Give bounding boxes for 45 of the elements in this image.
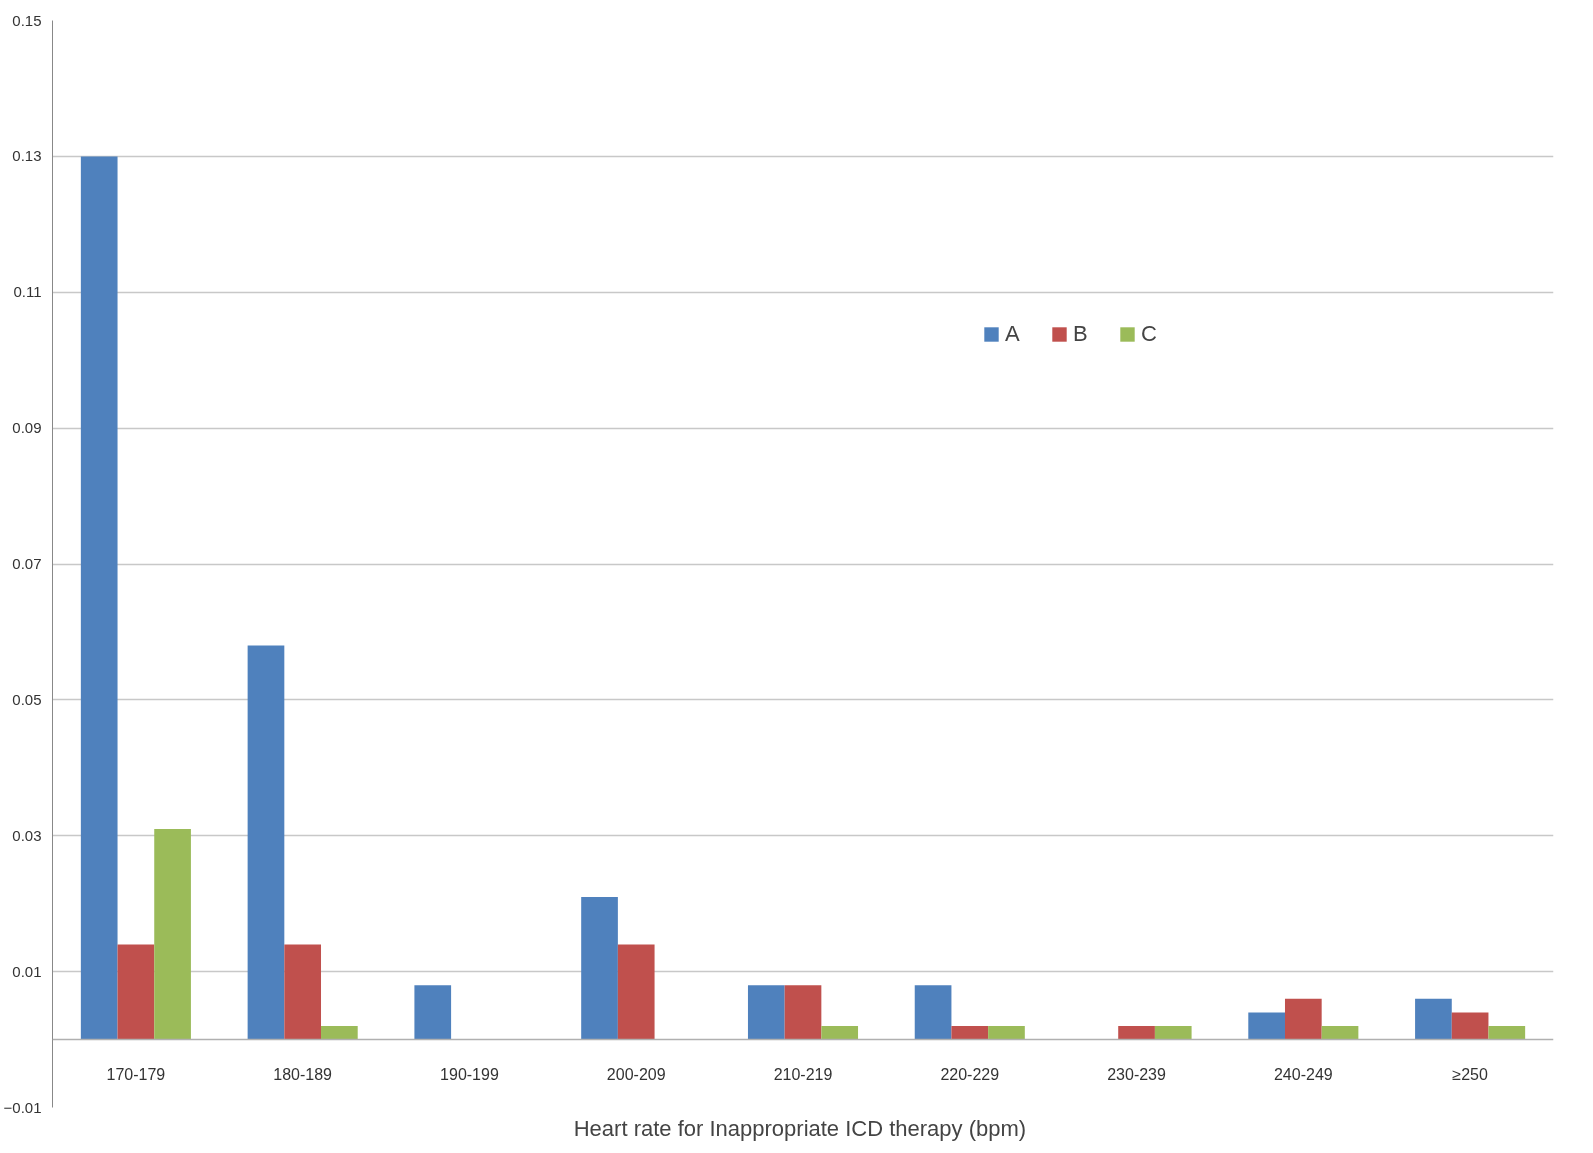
legend-label: B	[1073, 321, 1089, 347]
x-axis-title: Heart rate for Inappropriate ICD therapy (bpm)	[573, 1115, 1027, 1141]
bar	[1488, 1025, 1526, 1040]
y-tick-label: 0.07	[12, 555, 42, 572]
x-tick-label: ≥250	[1452, 1065, 1488, 1083]
y-tick-label: 0.11	[13, 283, 42, 301]
y-tick-label: 0.03	[12, 826, 42, 844]
bar	[747, 985, 785, 1040]
bar	[617, 944, 655, 1040]
bar	[1248, 1012, 1285, 1040]
bar	[1415, 998, 1452, 1040]
x-tick-label: 210-219	[773, 1065, 833, 1083]
legend-label: C	[1141, 321, 1158, 347]
y-tick-label: 0.09	[12, 419, 42, 437]
x-tick-label: 180-189	[273, 1065, 333, 1083]
y-tick-label: 0.01	[12, 962, 42, 980]
bar	[1154, 1025, 1192, 1040]
y-tick-label: 0.05	[12, 690, 42, 708]
y-tick-label: 0.13	[12, 147, 42, 165]
bar	[154, 828, 191, 1040]
bar	[321, 1025, 358, 1040]
x-tick-label: 190-199	[440, 1065, 499, 1083]
legend-label: A	[1005, 321, 1021, 347]
bar	[284, 944, 322, 1040]
bar	[1284, 998, 1322, 1040]
bar	[1451, 1012, 1489, 1040]
bar	[914, 985, 952, 1040]
y-tick-label: −0.01	[3, 1098, 42, 1116]
bar	[988, 1025, 1025, 1040]
bar	[784, 985, 822, 1040]
bar	[821, 1025, 859, 1040]
bar	[1321, 1025, 1359, 1040]
bar	[581, 896, 618, 1040]
x-tick-label: 170-179	[106, 1065, 166, 1083]
x-tick-label: 220-229	[940, 1065, 1000, 1083]
bar	[80, 156, 118, 1040]
bar	[414, 985, 452, 1040]
y-tick-label: 0.15	[12, 11, 42, 29]
bar	[247, 645, 285, 1040]
bar	[951, 1025, 989, 1040]
bar	[117, 944, 155, 1040]
bar	[1118, 1025, 1155, 1040]
x-tick-label: 240-249	[1273, 1065, 1333, 1083]
x-tick-label: 230-239	[1107, 1065, 1167, 1083]
x-tick-label: 200-209	[606, 1065, 666, 1083]
